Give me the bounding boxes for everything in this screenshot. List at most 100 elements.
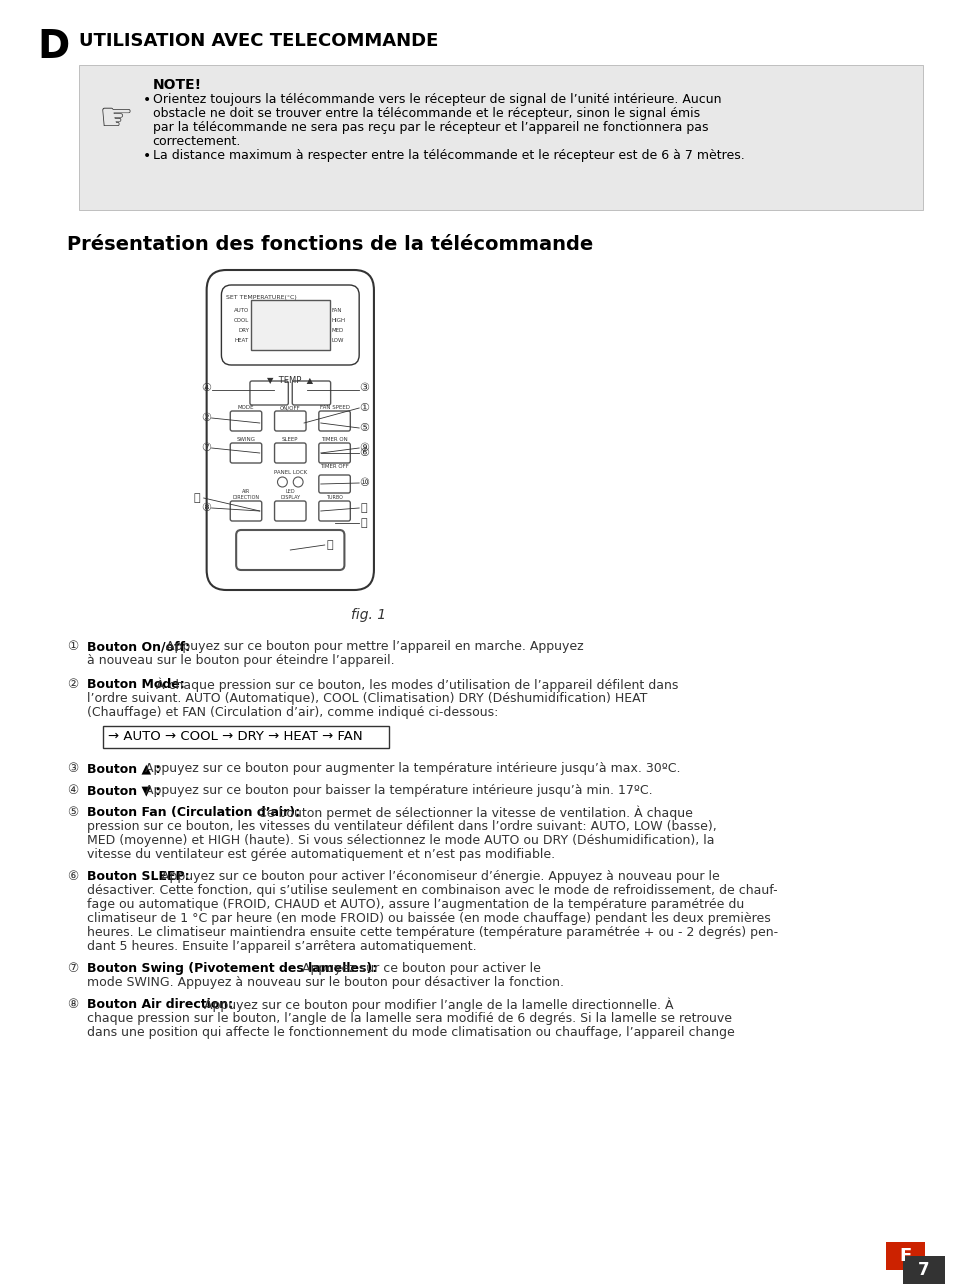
Text: ①: ①: [359, 403, 369, 413]
Text: ⑬: ⑬: [361, 517, 368, 528]
FancyBboxPatch shape: [79, 65, 923, 211]
Text: •: •: [143, 92, 151, 107]
Text: SWING: SWING: [236, 437, 255, 442]
Text: (Chauffage) et FAN (Circulation d’air), comme indiqué ci-dessous:: (Chauffage) et FAN (Circulation d’air), …: [86, 706, 498, 719]
Text: par la télécommande ne sera pas reçu par le récepteur et l’appareil ne fonctionn: par la télécommande ne sera pas reçu par…: [153, 121, 708, 134]
Text: ③: ③: [359, 383, 369, 393]
Text: ⑭: ⑭: [326, 541, 333, 550]
Text: à nouveau sur le bouton pour éteindre l’appareil.: à nouveau sur le bouton pour éteindre l’…: [86, 654, 395, 666]
Text: ⑧: ⑧: [202, 503, 211, 514]
Text: UTILISATION AVEC TELECOMMANDE: UTILISATION AVEC TELECOMMANDE: [79, 32, 438, 50]
Text: Appuyez sur ce bouton pour baisser la température intérieure jusqu’à min. 17ºC.: Appuyez sur ce bouton pour baisser la te…: [141, 785, 653, 797]
FancyBboxPatch shape: [251, 300, 329, 351]
Text: ③: ③: [67, 761, 78, 776]
Text: MODE: MODE: [238, 404, 254, 410]
Text: SET TEMPERATURE(°C): SET TEMPERATURE(°C): [227, 295, 297, 300]
Text: À chaque pression sur ce bouton, les modes d’utilisation de l’appareil défilent : À chaque pression sur ce bouton, les mod…: [152, 678, 678, 692]
Text: Bouton SLEEP:: Bouton SLEEP:: [86, 871, 189, 883]
FancyBboxPatch shape: [319, 443, 350, 464]
Text: Bouton Swing (Pivotement des lamelles):: Bouton Swing (Pivotement des lamelles):: [86, 962, 377, 975]
FancyBboxPatch shape: [250, 381, 288, 404]
Text: Appuyez sur ce bouton pour activer le: Appuyez sur ce bouton pour activer le: [298, 962, 540, 975]
Text: Bouton ▼ :: Bouton ▼ :: [86, 785, 160, 797]
Text: ②: ②: [202, 413, 211, 422]
Text: Présentation des fonctions de la télécommande: Présentation des fonctions de la télécom…: [67, 235, 593, 254]
FancyBboxPatch shape: [104, 725, 389, 749]
Text: désactiver. Cette fonction, qui s’utilise seulement en combinaison avec le mode : désactiver. Cette fonction, qui s’utilis…: [86, 883, 778, 898]
Text: ⑥: ⑥: [67, 871, 78, 883]
Text: Appuyez sur ce bouton pour augmenter la température intérieure jusqu’à max. 30ºC: Appuyez sur ce bouton pour augmenter la …: [141, 761, 681, 776]
Text: ⑨: ⑨: [359, 443, 369, 453]
Text: ⑫: ⑫: [361, 503, 368, 514]
Text: PANEL LOCK: PANEL LOCK: [274, 470, 307, 475]
Text: ①: ①: [67, 639, 78, 654]
Text: LOW: LOW: [331, 338, 344, 343]
Text: ⑦: ⑦: [202, 443, 211, 453]
Text: Appuyez sur ce bouton pour modifier l’angle de la lamelle directionnelle. À: Appuyez sur ce bouton pour modifier l’an…: [201, 998, 674, 1013]
Text: ④: ④: [202, 383, 211, 393]
Text: HEAT: HEAT: [235, 338, 249, 343]
Text: chaque pression sur le bouton, l’angle de la lamelle sera modifié de 6 degrés. S: chaque pression sur le bouton, l’angle d…: [86, 1012, 732, 1025]
Text: dant 5 heures. Ensuite l’appareil s’arrêtera automatiquement.: dant 5 heures. Ensuite l’appareil s’arrê…: [86, 940, 476, 953]
Text: TIMER OFF: TIMER OFF: [320, 464, 349, 469]
Text: MED: MED: [331, 327, 344, 333]
Text: Bouton Air direction:: Bouton Air direction:: [86, 998, 232, 1011]
Text: ⑩: ⑩: [359, 478, 369, 488]
Text: Bouton Fan (Circulation d’air):: Bouton Fan (Circulation d’air):: [86, 806, 300, 819]
FancyBboxPatch shape: [319, 411, 350, 431]
Text: FAN: FAN: [331, 308, 342, 313]
Text: TURBO: TURBO: [326, 496, 343, 499]
Text: FAN SPEED: FAN SPEED: [320, 404, 349, 410]
Text: TIMER ON: TIMER ON: [322, 437, 348, 442]
Text: vitesse du ventilateur est gérée automatiquement et n’est pas modifiable.: vitesse du ventilateur est gérée automat…: [86, 847, 555, 862]
Text: SLEEP: SLEEP: [282, 437, 299, 442]
Text: dans une position qui affecte le fonctionnement du mode climatisation ou chauffa: dans une position qui affecte le fonctio…: [86, 1026, 734, 1039]
FancyBboxPatch shape: [222, 285, 359, 365]
FancyBboxPatch shape: [230, 501, 262, 521]
Text: climatiseur de 1 °C par heure (en mode FROID) ou baissée (en mode chauffage) pen: climatiseur de 1 °C par heure (en mode F…: [86, 912, 770, 924]
Text: l’ordre suivant. AUTO (Automatique), COOL (Climatisation) DRY (Déshumidification: l’ordre suivant. AUTO (Automatique), COO…: [86, 692, 647, 705]
FancyBboxPatch shape: [230, 411, 262, 431]
Text: ON/OFF: ON/OFF: [280, 404, 300, 410]
Text: HIGH: HIGH: [331, 318, 346, 324]
Text: fig. 1: fig. 1: [351, 609, 387, 621]
FancyBboxPatch shape: [206, 270, 374, 591]
Text: ⑥: ⑥: [359, 448, 369, 458]
Text: LED
DISPLAY: LED DISPLAY: [280, 489, 300, 499]
Text: mode SWING. Appuyez à nouveau sur le bouton pour désactiver la fonction.: mode SWING. Appuyez à nouveau sur le bou…: [86, 976, 564, 989]
Text: pression sur ce bouton, les vitesses du ventilateur défilent dans l’ordre suivan: pression sur ce bouton, les vitesses du …: [86, 820, 716, 833]
Text: ⑪: ⑪: [194, 493, 200, 503]
Text: ②: ②: [67, 678, 78, 691]
Text: ⑤: ⑤: [359, 422, 369, 433]
FancyBboxPatch shape: [292, 381, 330, 404]
Text: heures. Le climatiseur maintiendra ensuite cette température (température paramé: heures. Le climatiseur maintiendra ensui…: [86, 926, 778, 939]
Text: AUTO: AUTO: [233, 308, 249, 313]
Text: Bouton Mode:: Bouton Mode:: [86, 678, 184, 691]
FancyBboxPatch shape: [903, 1256, 945, 1284]
FancyBboxPatch shape: [236, 530, 345, 570]
FancyBboxPatch shape: [230, 443, 262, 464]
Text: AIR
DIRECTION: AIR DIRECTION: [232, 489, 259, 499]
FancyBboxPatch shape: [886, 1242, 925, 1270]
Text: La distance maximum à respecter entre la télécommande et le récepteur est de 6 à: La distance maximum à respecter entre la…: [153, 149, 744, 162]
FancyBboxPatch shape: [275, 411, 306, 431]
Text: COOL: COOL: [233, 318, 249, 324]
Text: → AUTO → COOL → DRY → HEAT → FAN: → AUTO → COOL → DRY → HEAT → FAN: [108, 731, 363, 743]
Text: Ce bouton permet de sélectionner la vitesse de ventilation. À chaque: Ce bouton permet de sélectionner la vite…: [254, 806, 693, 820]
Text: •: •: [143, 149, 151, 163]
Text: D: D: [37, 28, 70, 65]
Text: obstacle ne doit se trouver entre la télécommande et le récepteur, sinon le sign: obstacle ne doit se trouver entre la tél…: [153, 107, 700, 119]
Text: correctement.: correctement.: [153, 135, 241, 148]
FancyBboxPatch shape: [319, 501, 350, 521]
Text: F: F: [900, 1247, 911, 1265]
Text: Orientez toujours la télécommande vers le récepteur de signal de l’unité intérie: Orientez toujours la télécommande vers l…: [153, 92, 721, 107]
Text: Appuyez sur ce bouton pour activer l’économiseur d’énergie. Appuyez à nouveau po: Appuyez sur ce bouton pour activer l’éco…: [156, 871, 720, 883]
Text: DRY: DRY: [238, 327, 249, 333]
FancyBboxPatch shape: [275, 443, 306, 464]
Text: ⑤: ⑤: [67, 806, 78, 819]
Text: NOTE!: NOTE!: [153, 78, 202, 92]
FancyBboxPatch shape: [319, 475, 350, 493]
Text: fage ou automatique (FROID, CHAUD et AUTO), assure l’augmentation de la températ: fage ou automatique (FROID, CHAUD et AUT…: [86, 898, 744, 912]
Text: ▼  TEMP  ▲: ▼ TEMP ▲: [267, 375, 313, 384]
Text: ☞: ☞: [99, 100, 133, 137]
